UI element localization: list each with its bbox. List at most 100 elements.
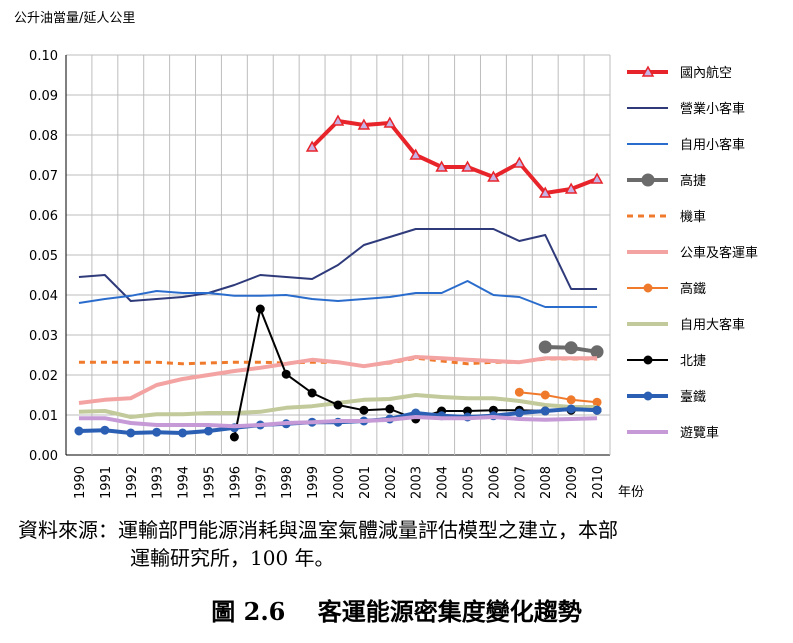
series-3	[538, 340, 604, 359]
data-point	[435, 160, 448, 172]
x-tick-label: 1998	[280, 466, 295, 499]
data-point	[409, 148, 422, 160]
data-point	[152, 427, 162, 437]
x-tick-label: 2001	[358, 466, 373, 499]
x-tick-label: 1999	[306, 466, 321, 499]
legend-marker	[643, 391, 653, 401]
data-point	[281, 369, 291, 379]
series-line	[78, 280, 598, 308]
data-point	[514, 408, 524, 418]
tick-labels: 0.00 0.01 0.02 0.03 0.04 0.05 0.06 0.07 0.08 0.09…	[29, 49, 606, 499]
x-tick-label: 1996	[228, 466, 243, 499]
legend-label: 高鐵	[680, 281, 706, 297]
legend-item: 北捷	[627, 354, 706, 369]
data-point	[126, 428, 136, 438]
series-line	[519, 391, 598, 404]
data-point	[566, 404, 576, 414]
legend-label: 北捷	[680, 354, 706, 369]
series-6	[514, 387, 602, 407]
legend-label: 營業小客車	[680, 101, 745, 117]
series-2	[78, 280, 598, 308]
data-point	[590, 172, 604, 184]
chart-canvas: 公升油當量/延人公里 0.000.010.020.030.040.050.060…	[14, 11, 758, 500]
data-point	[74, 426, 84, 436]
y-tick-label: 0.08	[29, 129, 58, 144]
y-tick-label: 0.03	[29, 329, 58, 344]
legend-label: 自用小客車	[680, 137, 745, 153]
x-tick-label: 2004	[436, 466, 451, 499]
source-note: 資料來源：運輸部門能源消耗與溫室氣體減量評估模型之建立，本部 運輸研究所，100…	[18, 516, 618, 572]
y-axis-label: 公升油當量/延人公里	[14, 11, 135, 26]
legend-label: 高捷	[680, 173, 706, 189]
legend-label: 臺鐵	[680, 389, 706, 405]
x-tick-label: 2008	[539, 466, 554, 499]
grid	[65, 54, 611, 456]
data-point	[538, 186, 552, 198]
legend-label: 公車及客運車	[680, 245, 758, 261]
data-point	[385, 404, 395, 414]
legend-item: 高鐵	[627, 281, 706, 297]
figure-caption: 圖 2.6 客運能源密集度變化趨勢	[211, 597, 582, 626]
data-point	[383, 116, 397, 128]
data-point	[538, 340, 552, 354]
y-tick-label: 0.01	[29, 409, 58, 424]
data-point	[331, 114, 345, 126]
y-tick-label: 0.10	[29, 49, 58, 64]
series-line	[78, 415, 598, 429]
x-tick-label: 2009	[565, 466, 580, 499]
data-point	[229, 432, 239, 442]
data-point	[564, 182, 578, 194]
x-tick-label: 1995	[202, 466, 217, 499]
data-point	[357, 118, 371, 130]
legend-item: 國內航空	[627, 65, 732, 81]
series-10	[78, 415, 598, 429]
y-tick-label: 0.04	[29, 289, 58, 304]
x-tick-label: 2007	[513, 466, 528, 499]
x-tick-label: 2002	[384, 466, 399, 499]
legend-marker	[643, 355, 653, 365]
legend-label: 自用大客車	[680, 317, 745, 333]
data-point	[487, 170, 500, 182]
x-tick-label: 1990	[73, 466, 88, 499]
series-0	[305, 114, 604, 198]
data-point	[203, 426, 213, 436]
x-tick-label: 2000	[332, 466, 347, 499]
series-layer	[74, 114, 604, 442]
x-tick-label: 1992	[125, 466, 140, 499]
series-line	[310, 119, 598, 195]
data-point	[564, 341, 578, 355]
data-point	[359, 405, 369, 415]
legend-marker	[641, 173, 655, 187]
source-note-line1: 資料來源：運輸部門能源消耗與溫室氣體減量評估模型之建立，本部	[18, 518, 618, 542]
y-tick-label: 0.09	[29, 89, 58, 104]
x-tick-label: 2010	[591, 466, 606, 499]
x-axis-label: 年份	[618, 485, 644, 500]
data-point	[540, 406, 550, 416]
x-tick-label: 2005	[462, 466, 477, 499]
x-tick-label: 2003	[410, 466, 425, 499]
y-tick-label: 0.07	[29, 169, 58, 184]
legend-item: 自用小客車	[627, 137, 745, 153]
legend-label: 國內航空	[680, 65, 732, 81]
legend-label: 遊覽車	[680, 426, 719, 441]
series-5	[78, 355, 598, 405]
legend-item: 機車	[627, 210, 706, 225]
data-point	[461, 160, 474, 172]
data-point	[333, 400, 343, 410]
data-point	[100, 425, 110, 435]
legend-item: 高捷	[627, 173, 706, 189]
series-1	[78, 228, 598, 302]
x-tick-label: 2006	[487, 466, 502, 499]
source-note-line2: 運輸研究所，100 年。	[130, 546, 335, 570]
data-point	[513, 156, 526, 168]
data-point	[255, 304, 265, 314]
y-tick-label: 0.06	[29, 209, 58, 224]
x-tick-label: 1997	[254, 466, 269, 499]
data-point	[305, 140, 319, 152]
y-tick-label: 0.05	[29, 249, 58, 264]
legend-label: 機車	[680, 210, 706, 225]
legend-item: 營業小客車	[627, 101, 745, 117]
legend-marker	[641, 65, 655, 77]
y-tick-label: 0.00	[29, 449, 58, 464]
